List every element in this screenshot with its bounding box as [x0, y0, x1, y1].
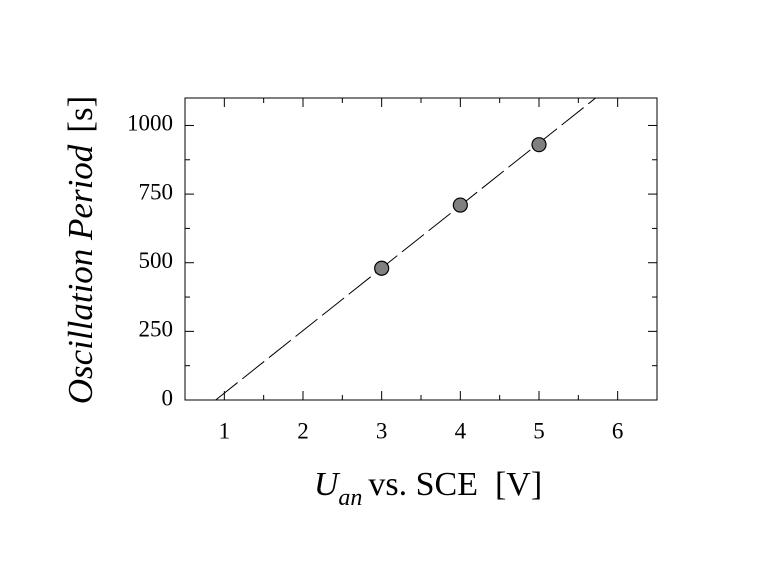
y-axis-label: Oscillation Period [s] [61, 96, 100, 405]
y-tick-label: 250 [139, 317, 174, 342]
y-tick-label: 750 [139, 179, 174, 204]
y-tick-label: 1000 [127, 111, 173, 136]
y-label-unit: [s] [61, 96, 100, 133]
x-tick-label: 5 [533, 418, 545, 443]
x-tick-label: 6 [612, 418, 624, 443]
fit-line [215, 97, 596, 401]
y-label-main: Oscillation Period [61, 144, 100, 404]
data-point [452, 197, 468, 213]
y-tick-label: 0 [162, 385, 174, 410]
x-tick-label: 2 [297, 418, 309, 443]
x-axis-label: Uan vs. SCE [V] [314, 466, 542, 511]
x-label-rest: vs. SCE [V] [368, 466, 542, 503]
x-tick-label: 3 [376, 418, 388, 443]
x-tick-label: 1 [219, 418, 231, 443]
x-tick-label: 4 [455, 418, 467, 443]
x-label-main: U [314, 466, 341, 503]
data-point [374, 260, 390, 276]
y-tick-label: 500 [139, 248, 174, 273]
x-label-subscript: an [338, 485, 362, 511]
data-point [531, 137, 547, 153]
plot-frame [184, 97, 658, 401]
